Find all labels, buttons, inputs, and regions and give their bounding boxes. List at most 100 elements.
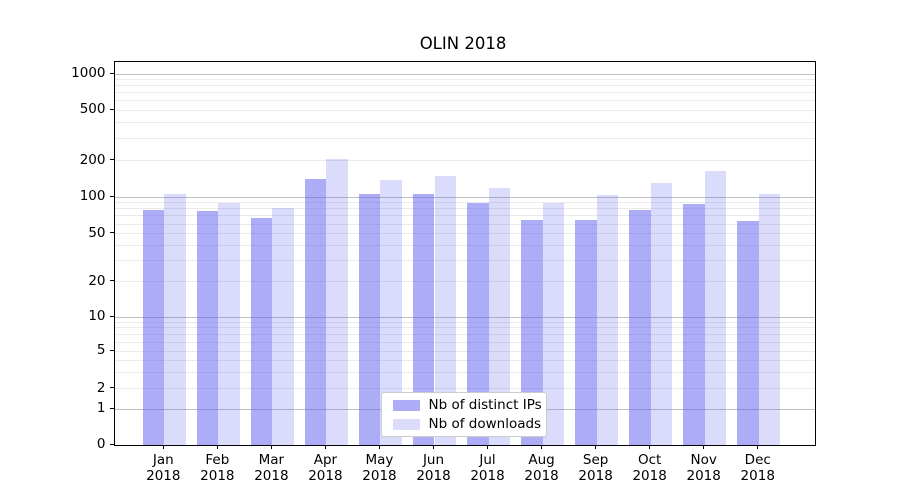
bar-distinct-ips <box>737 220 759 445</box>
bar-distinct-ips <box>250 218 273 445</box>
bar-downloads <box>704 170 727 445</box>
x-tick-mark <box>270 445 272 449</box>
gridline-minor <box>114 85 815 87</box>
gridline-minor <box>114 350 815 352</box>
x-tick-label: Jul 2018 <box>458 452 518 484</box>
bar-downloads <box>380 180 403 445</box>
bar-downloads <box>758 193 781 445</box>
bar-downloads <box>326 158 348 445</box>
x-tick-month: Aug <box>528 452 555 468</box>
bar-downloads <box>542 202 565 445</box>
legend-swatch-distinct-ips <box>392 399 420 411</box>
bar-downloads <box>218 202 240 445</box>
x-tick-year: 2018 <box>578 468 613 484</box>
x-tick-year: 2018 <box>632 468 667 484</box>
gridline-major <box>114 196 815 198</box>
x-tick-year: 2018 <box>308 468 343 484</box>
gridline-minor <box>114 371 815 373</box>
gridline-minor <box>114 327 815 329</box>
legend: Nb of distinct IPs Nb of downloads <box>380 392 547 437</box>
y-tick-mark <box>109 72 114 74</box>
gridline-minor <box>114 233 815 235</box>
bar-downloads <box>434 176 457 445</box>
bar-distinct-ips <box>142 210 165 445</box>
gridline-major <box>114 73 815 75</box>
plot-area: Nb of distinct IPs Nb of downloads <box>113 61 816 446</box>
gridline-minor <box>114 79 815 81</box>
legend-entry-distinct-ips: Nb of distinct IPs <box>382 397 546 413</box>
x-tick-year: 2018 <box>470 468 505 484</box>
legend-swatch-downloads <box>392 418 420 430</box>
bar-distinct-ips <box>412 193 435 445</box>
x-tick-mark <box>324 445 326 449</box>
legend-entry-downloads: Nb of downloads <box>382 416 546 432</box>
y-tick-label: 1 <box>96 400 106 417</box>
x-tick-mark <box>162 445 164 449</box>
gridline-minor <box>114 388 815 390</box>
x-tick-month: Sep <box>582 452 609 468</box>
x-tick-mark <box>757 445 759 449</box>
x-tick-mark <box>487 445 489 449</box>
y-tick-mark <box>109 387 114 389</box>
gridline-minor <box>114 160 815 161</box>
gridline-minor <box>114 208 815 210</box>
bar-distinct-ips <box>575 219 597 445</box>
x-tick-mark <box>595 445 597 449</box>
x-tick-month: Nov <box>690 452 717 468</box>
y-tick-mark <box>109 349 114 351</box>
gridline-minor <box>114 223 815 225</box>
gridline-minor <box>114 260 815 262</box>
bar-distinct-ips <box>466 203 489 445</box>
x-tick-label: Aug 2018 <box>512 452 572 484</box>
gridline-minor <box>114 321 815 323</box>
x-tick-month: Feb <box>205 452 230 468</box>
y-tick-label: 10 <box>88 308 106 324</box>
y-tick-label: 1000 <box>71 65 106 82</box>
x-tick-month: Oct <box>637 452 662 468</box>
legend-label-distinct-ips: Nb of distinct IPs <box>428 397 542 413</box>
x-tick-year: 2018 <box>254 468 289 484</box>
bar-distinct-ips <box>683 204 705 445</box>
gridline-minor <box>114 215 815 217</box>
bar-downloads <box>650 183 673 445</box>
x-tick-month: Jun <box>422 452 445 468</box>
bar-distinct-ips <box>196 210 219 445</box>
y-tick-mark <box>109 280 114 282</box>
chart-title: OLIN 2018 <box>419 34 507 53</box>
x-tick-year: 2018 <box>524 468 559 484</box>
bar-distinct-ips <box>520 219 543 445</box>
x-tick-year: 2018 <box>200 468 235 484</box>
x-tick-month: Jul <box>479 452 496 468</box>
x-tick-year: 2018 <box>362 468 397 484</box>
gridline-major <box>114 316 815 318</box>
x-tick-label: Mar 2018 <box>241 452 301 484</box>
x-tick-mark <box>703 445 705 449</box>
x-tick-month: Jan <box>152 452 174 468</box>
x-tick-label: Apr 2018 <box>295 452 355 484</box>
x-tick-label: May 2018 <box>349 452 409 484</box>
x-tick-mark <box>216 445 218 449</box>
x-tick-month: Dec <box>744 452 771 468</box>
x-tick-label: Jan 2018 <box>133 452 193 484</box>
x-tick-mark <box>378 445 380 449</box>
x-tick-label: Jun 2018 <box>404 452 464 484</box>
gridline-minor <box>114 244 815 246</box>
gridline-minor <box>114 109 815 111</box>
y-tick-mark <box>109 108 114 110</box>
x-tick-mark <box>541 445 543 449</box>
x-tick-mark <box>649 445 651 449</box>
y-tick-mark <box>109 195 114 197</box>
x-tick-year: 2018 <box>416 468 451 484</box>
x-tick-label: Oct 2018 <box>620 452 680 484</box>
gridline-minor <box>114 202 815 204</box>
y-tick-label: 500 <box>79 101 106 118</box>
x-tick-month: May <box>365 452 394 468</box>
x-tick-year: 2018 <box>686 468 721 484</box>
x-tick-year: 2018 <box>740 468 775 484</box>
gridline-minor <box>114 137 815 139</box>
gridline-minor <box>114 100 815 102</box>
gridline-minor <box>114 341 815 343</box>
y-tick-label: 2 <box>96 379 106 396</box>
gridline-minor <box>114 359 815 361</box>
